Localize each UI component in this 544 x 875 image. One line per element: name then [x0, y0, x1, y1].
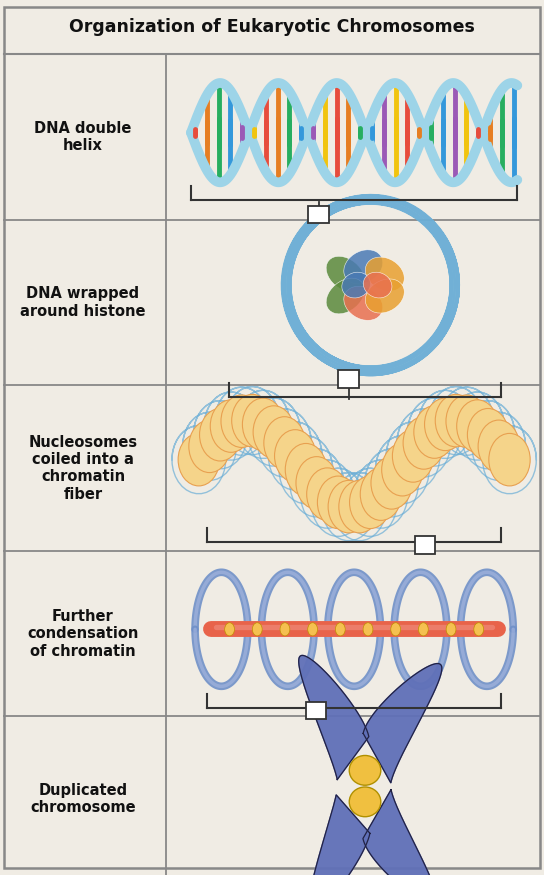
Ellipse shape: [360, 468, 401, 521]
Polygon shape: [363, 790, 436, 875]
Ellipse shape: [253, 406, 294, 458]
Ellipse shape: [349, 755, 381, 785]
Ellipse shape: [344, 249, 383, 284]
Ellipse shape: [350, 476, 391, 528]
Bar: [338, 370, 359, 388]
Text: DNA double
helix: DNA double helix: [34, 121, 132, 153]
Ellipse shape: [275, 430, 316, 482]
Ellipse shape: [211, 400, 252, 452]
Ellipse shape: [363, 272, 392, 298]
Ellipse shape: [478, 420, 520, 473]
Ellipse shape: [391, 623, 400, 636]
Ellipse shape: [308, 623, 318, 636]
Ellipse shape: [296, 457, 337, 509]
Ellipse shape: [189, 420, 230, 473]
Ellipse shape: [414, 406, 455, 458]
Ellipse shape: [446, 395, 487, 447]
Ellipse shape: [252, 623, 262, 636]
Ellipse shape: [232, 395, 273, 447]
Ellipse shape: [328, 480, 369, 533]
Ellipse shape: [339, 480, 380, 533]
Ellipse shape: [264, 416, 305, 469]
Text: DNA wrapped
around histone: DNA wrapped around histone: [20, 286, 146, 318]
Ellipse shape: [382, 444, 423, 496]
Ellipse shape: [225, 623, 234, 636]
Ellipse shape: [366, 257, 404, 291]
Ellipse shape: [467, 409, 509, 461]
Ellipse shape: [326, 256, 364, 292]
Ellipse shape: [344, 286, 383, 320]
Ellipse shape: [178, 433, 219, 486]
Ellipse shape: [366, 279, 404, 313]
Ellipse shape: [435, 395, 477, 447]
Ellipse shape: [371, 457, 412, 509]
Ellipse shape: [456, 400, 498, 452]
Text: Duplicated
chromosome: Duplicated chromosome: [30, 783, 136, 816]
Polygon shape: [299, 655, 369, 780]
Bar: [306, 702, 326, 719]
Polygon shape: [363, 663, 442, 783]
Ellipse shape: [307, 468, 348, 521]
Ellipse shape: [424, 398, 466, 451]
Ellipse shape: [349, 787, 381, 816]
Ellipse shape: [221, 395, 262, 447]
Ellipse shape: [403, 416, 444, 469]
Ellipse shape: [285, 444, 326, 496]
Ellipse shape: [200, 409, 241, 461]
Text: Organization of Eukaryotic Chromosomes: Organization of Eukaryotic Chromosomes: [69, 18, 475, 36]
Ellipse shape: [418, 623, 428, 636]
Ellipse shape: [317, 476, 358, 528]
Ellipse shape: [336, 623, 345, 636]
Ellipse shape: [489, 433, 530, 486]
Polygon shape: [309, 794, 370, 875]
Ellipse shape: [392, 430, 434, 482]
Bar: [415, 536, 435, 554]
Ellipse shape: [474, 623, 484, 636]
Ellipse shape: [342, 272, 370, 298]
Ellipse shape: [363, 623, 373, 636]
Ellipse shape: [326, 278, 364, 314]
Ellipse shape: [280, 623, 290, 636]
Text: Further
condensation
of chromatin: Further condensation of chromatin: [27, 609, 139, 659]
Text: Nucleosomes
coiled into a
chromatin
fiber: Nucleosomes coiled into a chromatin fibe…: [28, 435, 138, 501]
Bar: [308, 206, 329, 223]
Ellipse shape: [446, 623, 456, 636]
Ellipse shape: [243, 398, 284, 451]
